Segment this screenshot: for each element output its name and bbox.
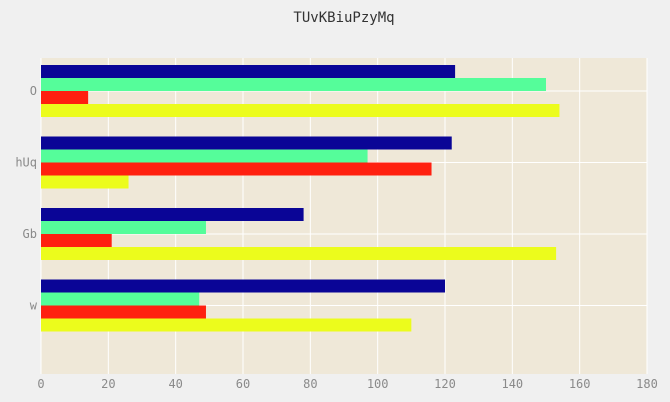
chart-title: TUvKBiuPzyMq [293,10,394,26]
x-tick-label: 20 [101,377,115,391]
y-tick-labels: w Gb hUq O [15,84,37,313]
y-tick-label: O [30,84,37,98]
y-tick-label: hUq [15,156,37,170]
bar [41,305,206,319]
x-tick-label: 0 [37,377,44,391]
bar [41,208,304,221]
bar [41,91,89,104]
bar [41,279,445,293]
x-tick-label: 140 [501,377,523,391]
bar [41,234,112,247]
bar [41,292,200,306]
bar [41,78,546,91]
x-tick-label: 60 [236,377,250,391]
bar [41,136,452,150]
bar [41,104,560,117]
x-tick-label: 180 [636,377,658,391]
bars [41,65,560,332]
bar [41,65,456,78]
bar [41,318,412,332]
bar [41,221,206,234]
bar [41,175,129,189]
x-tick-labels: 0 20 40 60 80 100 120 140 160 180 [37,377,657,391]
x-tick-label: 40 [168,377,182,391]
x-tick-label: 80 [303,377,317,391]
bar [41,162,432,176]
x-tick-label: 160 [569,377,591,391]
y-tick-label: w [30,299,38,313]
bar [41,247,557,260]
x-tick-label: 120 [434,377,456,391]
bar [41,149,368,163]
y-tick-label: Gb [23,227,37,241]
x-tick-label: 100 [367,377,389,391]
